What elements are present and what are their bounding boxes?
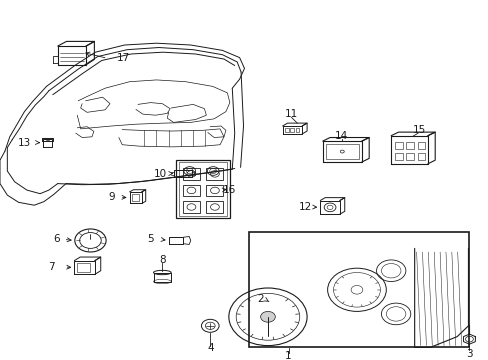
Text: 4: 4 — [206, 343, 213, 354]
Text: 14: 14 — [334, 131, 347, 141]
Bar — [206, 201, 223, 213]
Bar — [394, 142, 402, 149]
Text: 15: 15 — [412, 125, 426, 135]
Bar — [249, 232, 468, 347]
Bar — [183, 168, 200, 180]
Bar — [131, 194, 139, 201]
Text: 7: 7 — [48, 262, 55, 272]
Text: 10: 10 — [154, 168, 167, 179]
Text: 11: 11 — [284, 109, 298, 120]
Bar — [179, 162, 226, 216]
Circle shape — [260, 311, 275, 322]
Bar — [285, 128, 288, 132]
Bar — [417, 142, 425, 149]
Bar — [325, 144, 358, 159]
Text: 16: 16 — [222, 185, 235, 195]
Bar — [176, 160, 229, 218]
Bar — [183, 201, 200, 213]
Bar — [290, 128, 293, 132]
Bar — [206, 185, 223, 196]
Bar — [406, 153, 413, 160]
Bar — [77, 263, 90, 272]
Bar — [406, 142, 413, 149]
Text: 9: 9 — [108, 192, 115, 202]
Text: 12: 12 — [299, 202, 312, 212]
Bar — [183, 185, 200, 196]
Text: 6: 6 — [53, 234, 60, 244]
Text: 2: 2 — [257, 294, 264, 304]
Text: 3: 3 — [465, 348, 472, 359]
Bar — [295, 128, 299, 132]
Bar — [394, 153, 402, 160]
Text: 17: 17 — [116, 53, 129, 63]
Text: 13: 13 — [18, 138, 31, 148]
Text: 5: 5 — [147, 234, 154, 244]
Bar — [206, 168, 223, 180]
Text: 8: 8 — [159, 255, 165, 265]
Text: 1: 1 — [285, 351, 291, 360]
Bar — [417, 153, 425, 160]
